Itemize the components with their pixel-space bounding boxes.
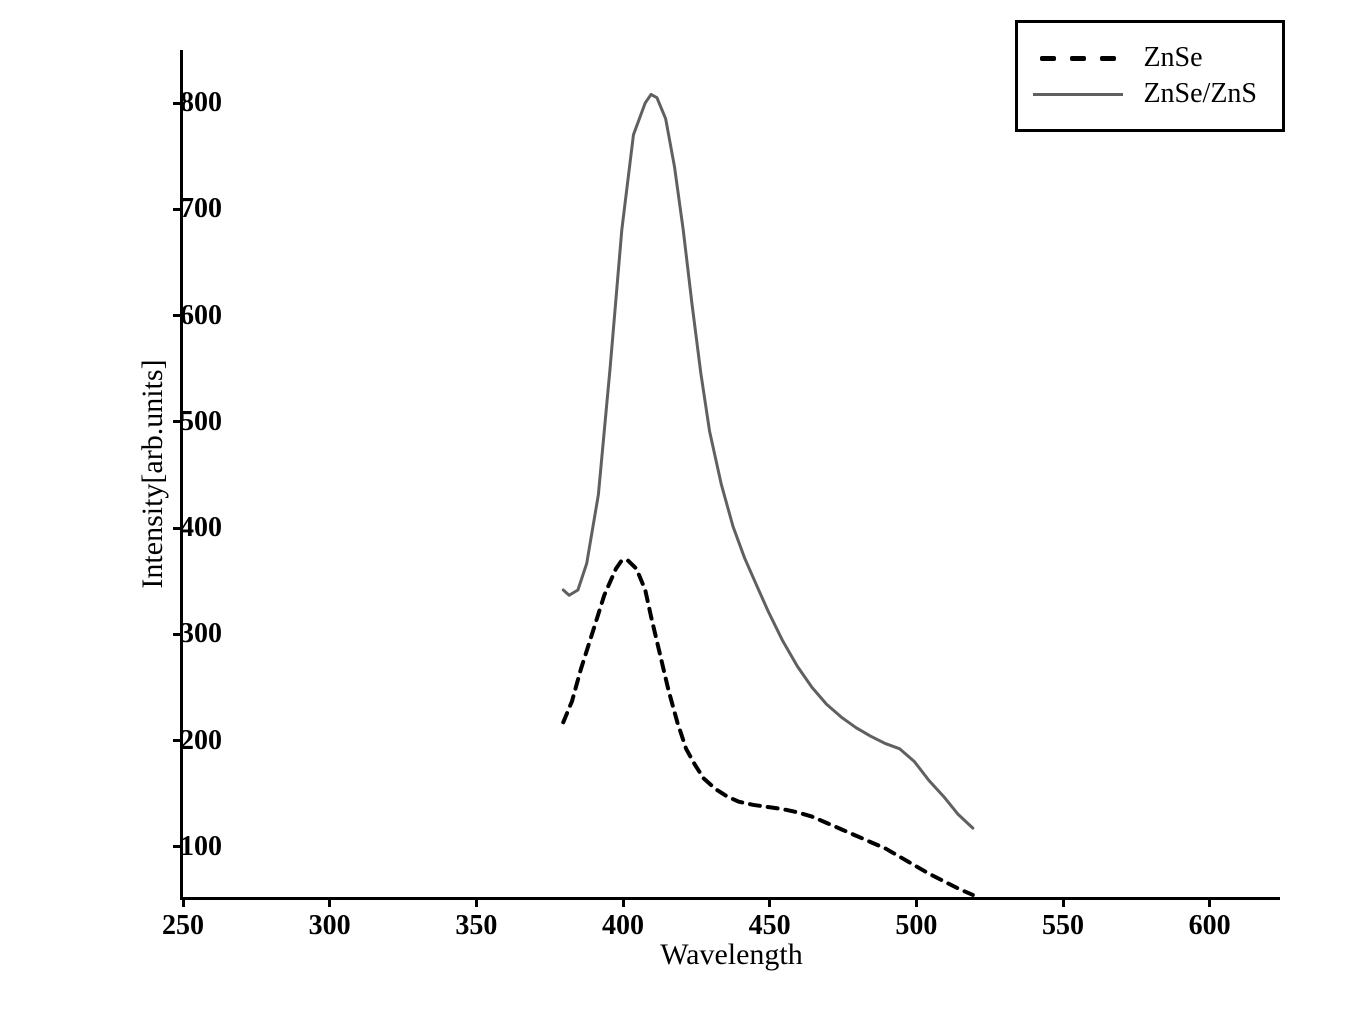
x-tick [1062,897,1065,907]
y-tick-label: 200 [180,725,222,757]
x-axis-label: Wavelength [660,938,803,972]
x-tick [768,897,771,907]
y-tick-label: 100 [180,831,222,863]
x-tick-label: 550 [1042,910,1084,942]
x-tick-label: 500 [895,910,937,942]
x-tick [475,897,478,907]
x-tick-label: 600 [1189,910,1231,942]
y-tick-label: 400 [180,512,222,544]
chart-container: ZnSe ZnSe/ZnS 100200300400500600700800 2… [120,20,1310,980]
y-tick-label: 300 [180,618,222,650]
y-tick-label: 500 [180,406,222,438]
x-tick [915,897,918,907]
x-tick-label: 350 [455,910,497,942]
series-znse-zns [563,94,973,828]
x-tick [1208,897,1211,907]
y-tick-label: 600 [180,300,222,332]
plot-area: 100200300400500600700800 250300350400450… [180,50,1280,900]
x-tick-label: 300 [309,910,351,942]
x-tick-label: 250 [162,910,204,942]
x-tick [182,897,185,907]
y-tick-label: 700 [180,193,222,225]
x-tick [328,897,331,907]
x-tick [622,897,625,907]
y-tick-label: 800 [180,87,222,119]
y-axis-label: Intensity[arb.units] [136,359,170,588]
data-series [183,50,1280,897]
x-tick-label: 400 [602,910,644,942]
